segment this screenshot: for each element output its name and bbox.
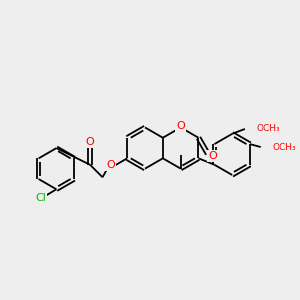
Text: O: O	[176, 121, 185, 130]
Text: Cl: Cl	[35, 193, 46, 203]
Text: O: O	[208, 151, 217, 161]
Text: O: O	[106, 160, 115, 170]
Text: OCH₃: OCH₃	[272, 142, 296, 152]
Text: O: O	[86, 137, 94, 147]
Text: OCH₃: OCH₃	[257, 124, 280, 134]
